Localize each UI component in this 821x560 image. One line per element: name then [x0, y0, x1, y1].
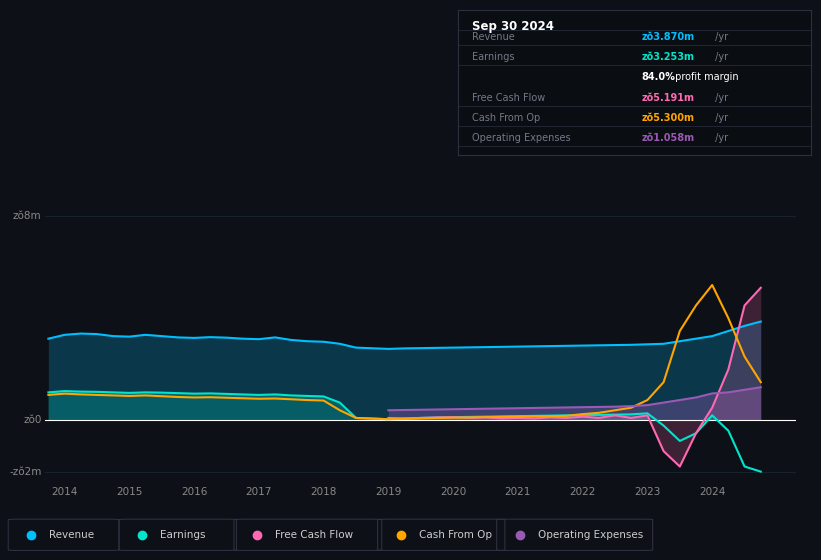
- Text: /yr: /yr: [713, 133, 728, 143]
- Text: profit margin: profit margin: [672, 72, 738, 82]
- Text: /yr: /yr: [713, 113, 728, 123]
- Text: Revenue: Revenue: [472, 32, 515, 41]
- Text: /yr: /yr: [713, 92, 728, 102]
- Text: zŏ5.300m: zŏ5.300m: [642, 113, 695, 123]
- Text: /yr: /yr: [713, 52, 728, 62]
- Text: Sep 30 2024: Sep 30 2024: [472, 20, 554, 33]
- Text: Cash From Op: Cash From Op: [472, 113, 540, 123]
- Text: Revenue: Revenue: [49, 530, 94, 540]
- Text: zŏ8m: zŏ8m: [13, 211, 41, 221]
- Text: zŏ3.870m: zŏ3.870m: [642, 32, 695, 41]
- Text: Earnings: Earnings: [160, 530, 205, 540]
- Text: -zŏ2m: -zŏ2m: [9, 466, 41, 477]
- Text: zŏ3.253m: zŏ3.253m: [642, 52, 695, 62]
- Text: Earnings: Earnings: [472, 52, 515, 62]
- Text: Free Cash Flow: Free Cash Flow: [275, 530, 353, 540]
- Text: Cash From Op: Cash From Op: [419, 530, 492, 540]
- Text: /yr: /yr: [713, 32, 728, 41]
- Text: Operating Expenses: Operating Expenses: [472, 133, 571, 143]
- Text: Operating Expenses: Operating Expenses: [538, 530, 643, 540]
- Text: zŏ1.058m: zŏ1.058m: [642, 133, 695, 143]
- Text: Free Cash Flow: Free Cash Flow: [472, 92, 545, 102]
- Text: zŏ5.191m: zŏ5.191m: [642, 92, 695, 102]
- Text: zŏ0: zŏ0: [23, 416, 41, 426]
- Text: 84.0%: 84.0%: [642, 72, 676, 82]
